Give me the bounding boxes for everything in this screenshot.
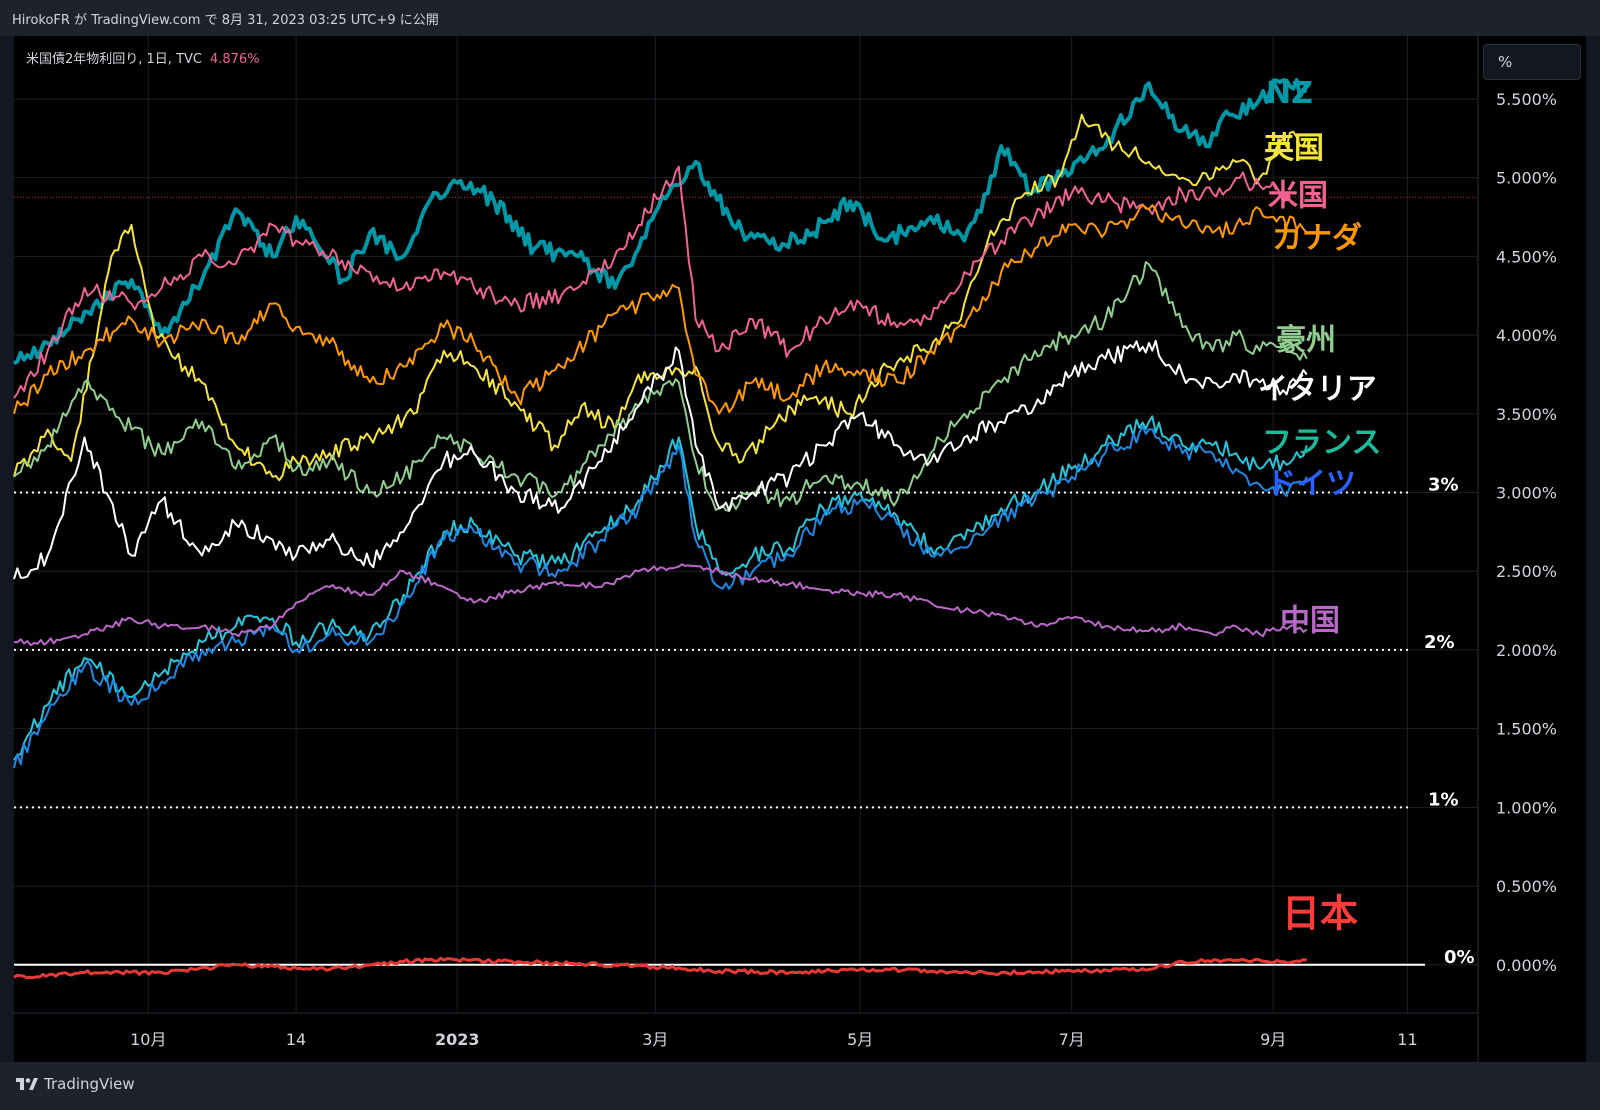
series-label: イタリア bbox=[1258, 372, 1377, 407]
y-tick-label: 5.000% bbox=[1496, 169, 1557, 188]
x-tick-label: 7月 bbox=[1059, 1030, 1085, 1049]
legend-symbol: 米国債2年物利回り, 1日, TVC bbox=[26, 52, 202, 67]
y-tick-label: 1.000% bbox=[1496, 798, 1557, 817]
series-label: 豪州 bbox=[1276, 323, 1336, 358]
series-line bbox=[13, 261, 1308, 512]
x-tick-label: 11 bbox=[1397, 1030, 1417, 1049]
series-label: 日本 bbox=[1282, 891, 1358, 935]
series-label: 英国 bbox=[1264, 131, 1324, 166]
chart-legend[interactable]: 米国債2年物利回り, 1日, TVC 4.876% bbox=[26, 48, 260, 67]
y-tick-label: 5.500% bbox=[1496, 90, 1557, 109]
brand-name: TradingView bbox=[44, 1075, 135, 1093]
series-line bbox=[13, 203, 1308, 415]
series-line bbox=[13, 425, 1308, 769]
series-label: 中国 bbox=[1280, 603, 1340, 638]
y-tick-label: 1.500% bbox=[1496, 720, 1557, 739]
y-tick-label: 4.000% bbox=[1496, 326, 1557, 345]
x-tick-label: 14 bbox=[286, 1030, 306, 1049]
legend-value: 4.876% bbox=[209, 52, 260, 67]
series-line bbox=[13, 165, 1288, 399]
series-label: NZ bbox=[1266, 76, 1313, 111]
x-tick-label: 9月 bbox=[1260, 1030, 1286, 1049]
percent-scale-button[interactable]: % bbox=[1483, 44, 1581, 80]
x-tick-label: 2023 bbox=[435, 1030, 480, 1049]
series-line bbox=[13, 113, 1308, 482]
series-label: フランス bbox=[1262, 426, 1381, 461]
reference-line-label: 1% bbox=[1428, 789, 1459, 810]
y-tick-label: 0.000% bbox=[1496, 956, 1557, 975]
series-line bbox=[12, 78, 1308, 366]
series-label: カナダ bbox=[1272, 221, 1362, 256]
y-tick-label: 2.000% bbox=[1496, 641, 1557, 660]
y-tick-label: 4.500% bbox=[1496, 247, 1557, 266]
series-line bbox=[13, 563, 1308, 647]
reference-line-label: 2% bbox=[1424, 632, 1455, 653]
series-line bbox=[13, 956, 1308, 980]
x-tick-label: 10月 bbox=[130, 1030, 166, 1049]
y-tick-label: 2.500% bbox=[1496, 562, 1557, 581]
reference-line-label: 3% bbox=[1428, 475, 1459, 496]
series-line bbox=[13, 415, 1308, 761]
y-tick-label: 3.500% bbox=[1496, 405, 1557, 424]
footer-bar: TradingView bbox=[0, 1062, 1600, 1110]
last-value-dot bbox=[1282, 193, 1291, 202]
percent-scale-label: % bbox=[1498, 53, 1513, 71]
brand[interactable]: TradingView bbox=[16, 1075, 135, 1093]
y-tick-label: 0.500% bbox=[1496, 877, 1557, 896]
publish-header: HirokoFR が TradingView.com で 8月 31, 2023… bbox=[0, 0, 1600, 36]
series-label: ドイツ bbox=[1266, 466, 1356, 501]
reference-line-label: 0% bbox=[1444, 947, 1475, 968]
x-tick-label: 3月 bbox=[642, 1030, 668, 1049]
tradingview-logo-icon bbox=[16, 1078, 38, 1090]
y-tick-label: 3.000% bbox=[1496, 484, 1557, 503]
publish-info: HirokoFR が TradingView.com で 8月 31, 2023… bbox=[12, 13, 439, 28]
series-label: 米国 bbox=[1268, 178, 1328, 213]
x-tick-label: 5月 bbox=[847, 1030, 873, 1049]
series-line bbox=[13, 339, 1308, 580]
